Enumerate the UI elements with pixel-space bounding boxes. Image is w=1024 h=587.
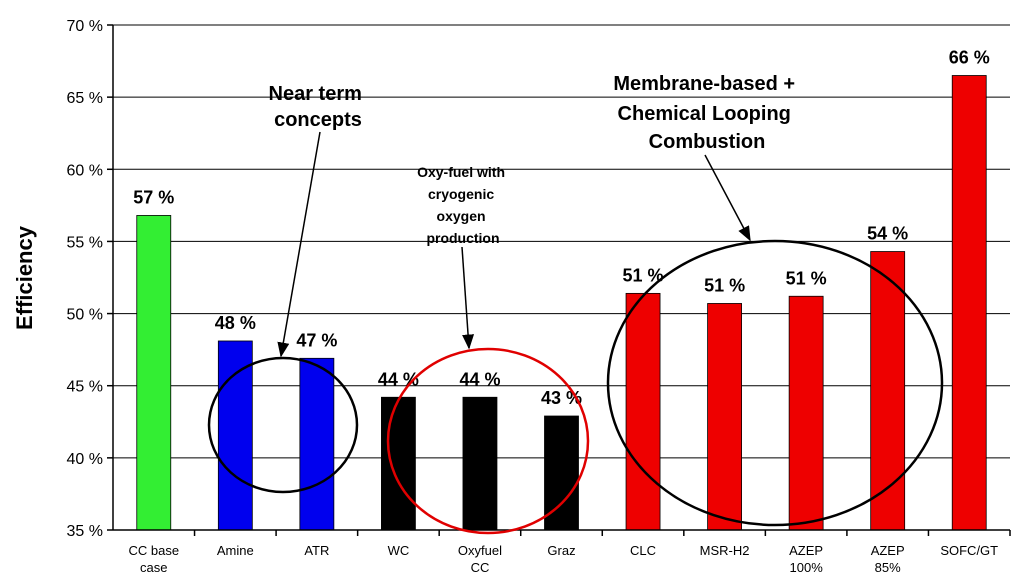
bar — [544, 415, 579, 531]
data-label: 51 % — [704, 275, 745, 295]
category-label: SOFC/GT — [940, 543, 998, 558]
bars — [136, 75, 987, 531]
category-label-line: WC — [388, 543, 410, 558]
oxyfuel-annotation: Oxy-fuel with cryogenic oxygen productio… — [417, 164, 509, 246]
data-labels: 57 %48 %47 %44 % 44 %43 %51 %51 % 51 %54 %… — [133, 48, 989, 409]
category-label-line: CLC — [630, 543, 656, 558]
membrane-annotation: Membrane-based + Chemical Looping Combus… — [613, 73, 800, 153]
data-label: 48 % — [215, 313, 256, 333]
y-tick-label: 65 % — [67, 90, 103, 107]
bar — [870, 251, 906, 531]
oxyfuel-arrow — [461, 246, 475, 350]
category-label-line: 85% — [875, 560, 901, 575]
category-label: AZEP 85% — [871, 543, 905, 575]
category-label-line: Graz — [547, 543, 575, 558]
y-tick-label: 35 % — [67, 523, 103, 540]
category-label-line: Oxyfuel — [458, 543, 502, 558]
y-tick-label: 40 % — [67, 451, 103, 468]
data-label: 54 % — [867, 224, 908, 244]
membrane-line-2: Chemical Looping — [618, 103, 791, 125]
bar — [788, 295, 824, 531]
near-term-annotation: Near term concepts — [269, 83, 368, 131]
bar — [951, 75, 987, 531]
bar — [217, 340, 253, 531]
category-label: WC — [388, 543, 410, 558]
y-tick-label: 55 % — [67, 234, 103, 251]
bar — [381, 396, 416, 531]
membrane-line-3: Combustion — [649, 131, 766, 153]
membrane-ellipse — [606, 239, 944, 527]
bar — [299, 357, 335, 531]
category-label-line: CC — [471, 560, 490, 575]
data-label: 51 % — [786, 268, 827, 288]
category-label: CC base case — [128, 543, 179, 575]
near-term-line-1: Near term — [269, 83, 362, 105]
category-label: AZEP 100% — [789, 543, 823, 575]
category-label: Amine — [217, 543, 254, 558]
gridlines — [113, 24, 1010, 459]
category-label-line: 100% — [790, 560, 824, 575]
near-term-ellipse — [207, 356, 359, 494]
near-term-line-2: concepts — [274, 109, 362, 131]
category-label-line: CC base — [128, 543, 179, 558]
category-label-line: AZEP — [871, 543, 905, 558]
oxyfuel-line-1: Oxy-fuel with — [417, 164, 505, 180]
category-label-line: MSR-H2 — [700, 543, 750, 558]
y-tick-label: 45 % — [67, 379, 103, 396]
y-tick-label: 60 % — [67, 162, 103, 179]
bar — [136, 215, 172, 531]
category-label-line: ATR — [304, 543, 329, 558]
data-label: 47 % — [296, 330, 337, 350]
data-label: 57 % — [133, 187, 174, 207]
membrane-line-1: Membrane-based + — [613, 73, 795, 95]
category-label: CLC — [630, 543, 656, 558]
category-label: Graz — [547, 543, 575, 558]
category-label: Oxyfuel CC — [458, 543, 502, 575]
y-tick-label: 50 % — [67, 307, 103, 324]
bar — [707, 303, 742, 531]
bar — [462, 396, 498, 531]
y-axis-label: Efficiency — [12, 225, 37, 330]
category-label: ATR — [304, 543, 329, 558]
bar — [625, 292, 661, 531]
y-axis-ticks: 35 % 40 % 45 % 50 % 55 % 60 % 65 % 70 % — [67, 18, 113, 540]
category-label-line: SOFC/GT — [940, 543, 998, 558]
data-label: 44 % — [459, 369, 500, 389]
data-label: 66 % — [949, 48, 990, 68]
category-label-line: Amine — [217, 543, 254, 558]
category-label-line: AZEP — [789, 543, 823, 558]
oxyfuel-line-4: production — [426, 230, 499, 246]
data-label: 43 % — [541, 388, 582, 408]
near-term-arrow — [277, 131, 321, 358]
data-label: 51 % — [623, 265, 664, 285]
oxyfuel-line-3: oxygen — [437, 208, 486, 224]
category-labels: CC base case Amine ATR WC Oxyfuel CC Graz CLC MSR… — [128, 530, 1011, 575]
category-label-line: case — [140, 560, 167, 575]
y-tick-label: 70 % — [67, 18, 103, 35]
membrane-arrow — [704, 154, 751, 242]
category-label: MSR-H2 — [700, 543, 750, 558]
oxyfuel-line-2: cryogenic — [428, 186, 494, 202]
oxyfuel-ellipse — [386, 347, 590, 535]
